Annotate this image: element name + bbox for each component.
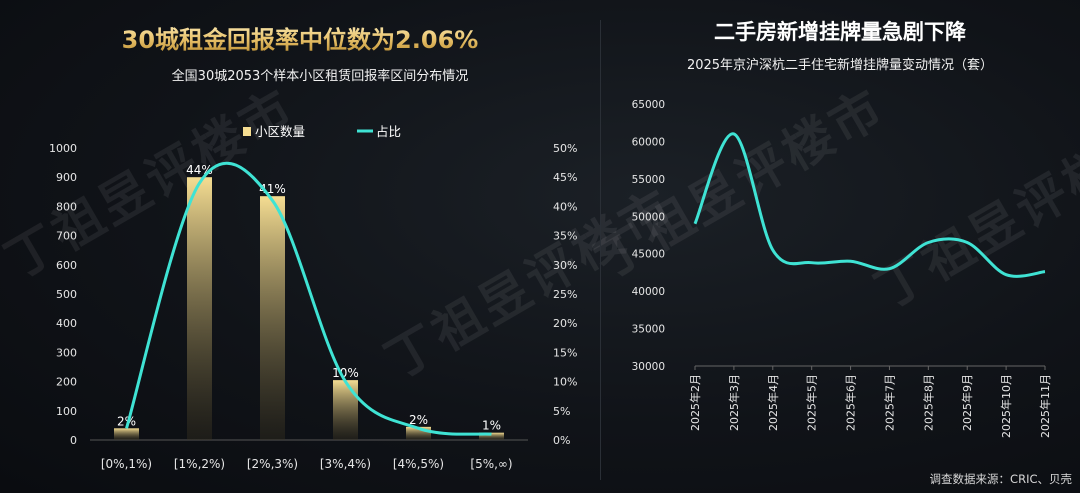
right-chart-panel: 二手房新增挂牌量急剧下降 2025年京沪深杭二手住宅新增挂牌量变动情况（套） 3… bbox=[600, 0, 1080, 493]
y2-tick-label: 25% bbox=[553, 288, 577, 301]
y-tick-label: 0 bbox=[70, 434, 77, 447]
y-tick-label: 1000 bbox=[49, 142, 77, 155]
y-tick-label: 800 bbox=[56, 200, 77, 213]
legend-bar-label: 小区数量 bbox=[255, 124, 305, 139]
data-label: 2% bbox=[117, 414, 136, 428]
x-tick-label: 2025年2月 bbox=[688, 374, 702, 431]
right-chart-title: 二手房新增挂牌量急剧下降 bbox=[714, 20, 966, 44]
x-tick-label: 2025年5月 bbox=[805, 374, 819, 431]
x-tick-label: 2025年8月 bbox=[921, 374, 935, 431]
data-label: 2% bbox=[409, 413, 428, 427]
x-tick-label: 2025年6月 bbox=[844, 374, 858, 431]
x-tick-label: 2025年7月 bbox=[882, 374, 896, 431]
panel-divider bbox=[600, 20, 601, 480]
y-tick-label: 65000 bbox=[632, 99, 665, 111]
data-label: 1% bbox=[482, 419, 501, 433]
y-tick-label: 500 bbox=[56, 288, 77, 301]
y2-tick-label: 50% bbox=[553, 142, 577, 155]
left-chart-title: 30城租金回报率中位数为2.06% bbox=[0, 20, 600, 55]
data-source: 调查数据来源：CRIC、贝壳 bbox=[929, 472, 1072, 486]
y-tick-label: 600 bbox=[56, 259, 77, 272]
bar bbox=[333, 380, 358, 440]
x-tick-label: [5%,∞) bbox=[470, 457, 512, 471]
y-tick-label: 100 bbox=[56, 405, 77, 418]
left-chart: 0 100 200 300 400 500 600 700 800 900 1000 0% 5% 10% 1… bbox=[49, 124, 578, 471]
y2-tick-label: 30% bbox=[553, 259, 577, 272]
bar bbox=[114, 428, 139, 440]
y-tick-label: 40000 bbox=[632, 286, 665, 298]
y2-tick-label: 15% bbox=[553, 346, 577, 359]
y2-tick-label: 45% bbox=[553, 171, 577, 184]
y-tick-label: 35000 bbox=[632, 324, 665, 336]
series-line-listings bbox=[693, 132, 1046, 278]
x-tick-label: [1%,2%) bbox=[174, 457, 225, 471]
y-tick-label: 200 bbox=[56, 376, 77, 389]
y-tick-label: 45000 bbox=[632, 249, 665, 261]
x-tick-label: [4%,5%) bbox=[393, 457, 444, 471]
bar bbox=[260, 196, 285, 440]
y-tick-label: 400 bbox=[56, 317, 77, 330]
y-tick-label: 700 bbox=[56, 230, 77, 243]
data-label: 10% bbox=[332, 366, 359, 380]
y-tick-label: 30000 bbox=[632, 361, 665, 373]
y-tick-label: 60000 bbox=[632, 136, 665, 148]
series-line-ratio bbox=[125, 161, 492, 436]
x-tick-label: [2%,3%) bbox=[247, 457, 298, 471]
legend-bar-swatch bbox=[243, 127, 251, 136]
x-tick-label: 2025年4月 bbox=[766, 374, 780, 431]
y2-tick-label: 10% bbox=[553, 376, 577, 389]
x-tick-label: [0%,1%) bbox=[101, 457, 152, 471]
y-tick-label: 50000 bbox=[632, 211, 665, 223]
y-tick-label: 55000 bbox=[632, 174, 665, 186]
bar bbox=[187, 177, 212, 440]
x-tick-label: [3%,4%) bbox=[320, 457, 371, 471]
y-tick-label: 900 bbox=[56, 171, 77, 184]
right-chart-subtitle: 2025年京沪深杭二手住宅新增挂牌量变动情况（套） bbox=[686, 58, 994, 73]
y2-tick-label: 20% bbox=[553, 317, 577, 330]
x-tick-label: 2025年3月 bbox=[727, 374, 741, 431]
right-chart: 30000 35000 40000 45000 50000 55000 60000 65000… bbox=[632, 99, 1052, 438]
y-tick-label: 300 bbox=[56, 346, 77, 359]
y2-tick-label: 35% bbox=[553, 230, 577, 243]
x-tick-label: 2025年11月 bbox=[1038, 374, 1052, 438]
legend-line-label: 占比 bbox=[376, 124, 401, 139]
x-tick-label: 2025年10月 bbox=[999, 374, 1013, 438]
bar bbox=[479, 432, 504, 440]
y2-tick-label: 5% bbox=[553, 405, 570, 418]
left-chart-panel: 30城租金回报率中位数为2.06% 全国30城2053个样本小区租赁回报率区间分… bbox=[0, 20, 600, 471]
y2-tick-label: 0% bbox=[553, 434, 570, 447]
left-chart-subtitle: 全国30城2053个样本小区租赁回报率区间分布情况 bbox=[171, 69, 469, 84]
y2-tick-label: 40% bbox=[553, 200, 577, 213]
x-tick-label: 2025年9月 bbox=[960, 374, 974, 431]
